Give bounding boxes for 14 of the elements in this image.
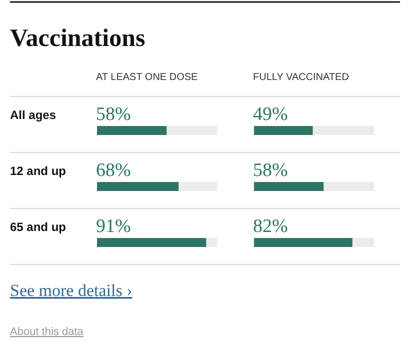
data-label: 91% <box>96 216 131 237</box>
data-label: 58% <box>96 104 131 125</box>
y-tick-label: 12 and up <box>10 164 66 178</box>
data-label: 58% <box>253 160 288 181</box>
text: See more details › <box>10 281 132 300</box>
y-tick-label: 65 and up <box>10 220 66 234</box>
data-label: 68% <box>96 160 131 181</box>
chart-subtitle: FULLY VACCINATED <box>253 72 349 83</box>
chart-subtitle: AT LEAST ONE DOSE <box>96 72 198 83</box>
text: About this data <box>10 326 84 338</box>
y-tick-label: All ages <box>10 108 56 122</box>
data-label: 82% <box>253 216 288 237</box>
data-label: 49% <box>253 104 288 125</box>
chart-title: Vaccinations <box>10 25 146 52</box>
